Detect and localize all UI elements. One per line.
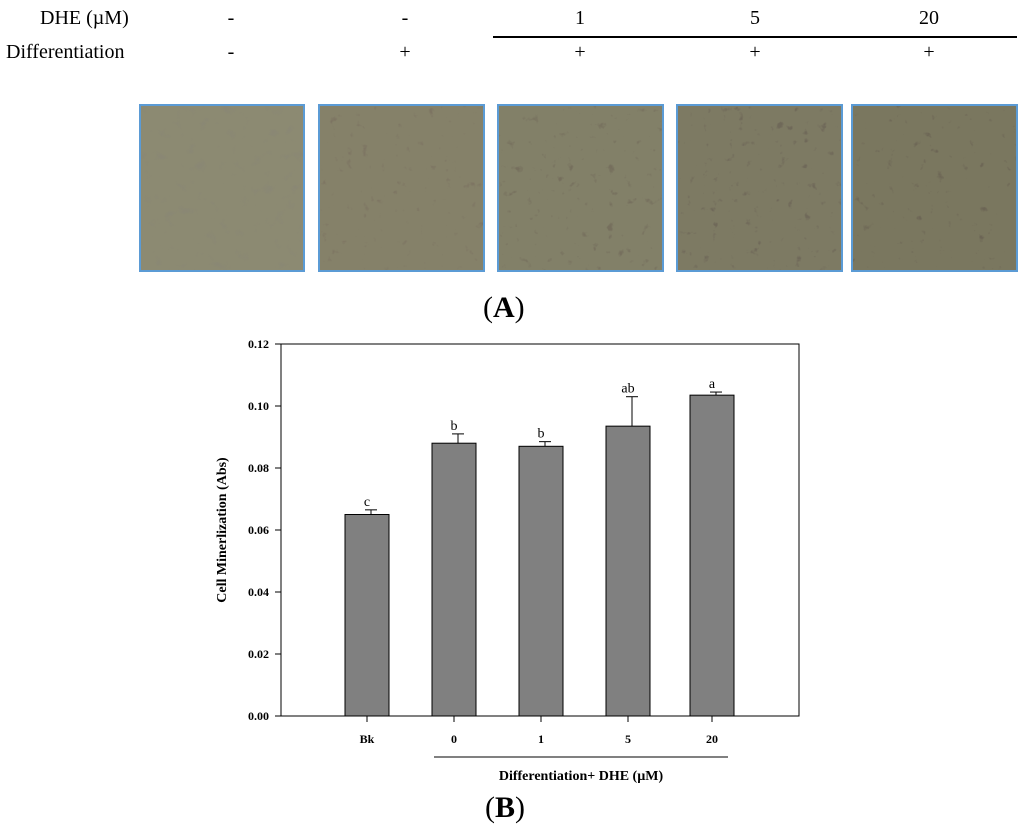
- micrograph-image-3: [499, 106, 662, 270]
- bar: [518, 445, 564, 717]
- panel-b-letter: B: [495, 791, 516, 824]
- y-tick-label: 0.02: [248, 647, 269, 661]
- micrograph-control: [139, 104, 305, 272]
- micrograph-dhe-20: [851, 104, 1018, 272]
- micrograph-diff: [318, 104, 485, 272]
- panel-a-letter: A: [493, 291, 515, 324]
- panel-a-label: (A): [483, 291, 525, 324]
- significance-letter: ab: [621, 382, 634, 397]
- bar: [689, 394, 735, 717]
- x-axis-label: Differentiation+ DHE (µM): [499, 769, 664, 784]
- dhe-value-4: 5: [750, 7, 760, 29]
- y-tick-label: 0.00: [248, 709, 269, 723]
- y-tick-label: 0.08: [248, 461, 269, 475]
- x-tick-label: 0: [451, 732, 457, 746]
- bar: [344, 514, 390, 717]
- panel-b-label: (B): [485, 791, 526, 824]
- x-tick-label: 1: [538, 732, 544, 746]
- x-tick-label: 20: [706, 732, 718, 746]
- diff-value-5: +: [923, 41, 935, 63]
- x-tick-label: 5: [625, 732, 631, 746]
- y-tick-label: 0.04: [248, 585, 269, 599]
- significance-letter: b: [451, 419, 458, 434]
- micrograph-image-4: [678, 106, 841, 270]
- diff-value-4: +: [749, 41, 761, 63]
- micrograph-dhe-1: [497, 104, 664, 272]
- significance-letter: a: [709, 377, 716, 392]
- y-tick-label: 0.12: [248, 337, 269, 351]
- bar: [431, 442, 477, 717]
- differentiation-row-label: Differentiation: [6, 41, 125, 63]
- y-tick-label: 0.10: [248, 399, 269, 413]
- micrograph-image-1: [141, 106, 303, 270]
- dhe-row-label: DHE (µM): [40, 7, 129, 29]
- micrograph-image-5: [853, 106, 1016, 270]
- diff-value-3: +: [574, 41, 586, 63]
- dhe-group-line: [493, 36, 1017, 38]
- dhe-value-5: 20: [919, 7, 939, 29]
- dhe-value-2: -: [401, 7, 409, 29]
- micrograph-image-2: [320, 106, 483, 270]
- y-axis-label: Cell Minerlization (Abs): [215, 457, 230, 603]
- bar: [605, 425, 651, 717]
- micrograph-dhe-5: [676, 104, 843, 272]
- diff-value-1: -: [227, 41, 235, 63]
- y-tick-label: 0.06: [248, 523, 269, 537]
- diff-value-2: +: [399, 41, 411, 63]
- dhe-value-1: -: [227, 7, 235, 29]
- dhe-value-3: 1: [575, 7, 585, 29]
- significance-letter: c: [364, 495, 370, 510]
- significance-letter: b: [538, 427, 545, 442]
- x-tick-label: Bk: [360, 732, 375, 746]
